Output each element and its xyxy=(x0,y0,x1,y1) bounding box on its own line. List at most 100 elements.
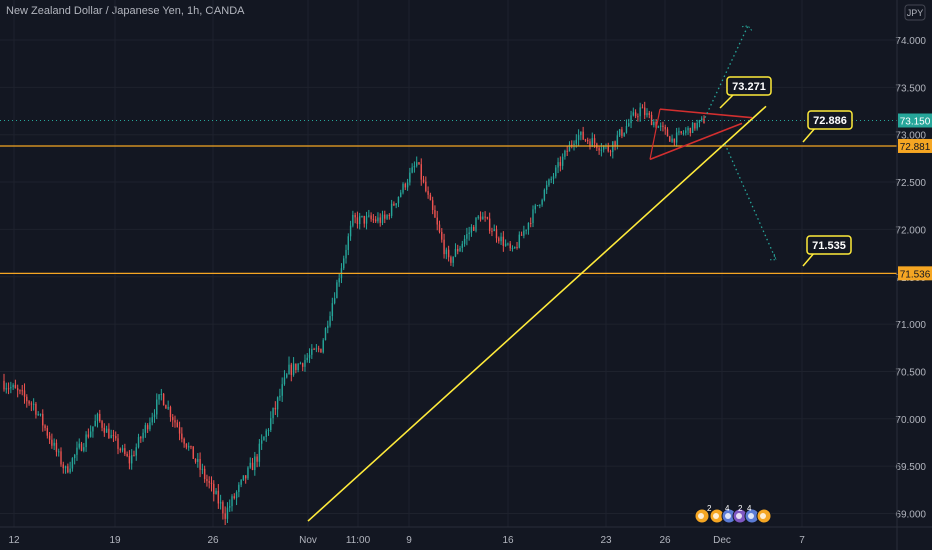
candle-body xyxy=(685,130,687,133)
level-lines[interactable] xyxy=(0,119,897,274)
candle-body xyxy=(169,407,172,418)
candle-body xyxy=(338,278,340,283)
candle-body xyxy=(272,407,274,419)
candle-body xyxy=(358,216,361,225)
price-callouts[interactable]: 73.271 72.886 71.535 xyxy=(719,76,853,267)
candle-body xyxy=(669,136,671,142)
candle-body xyxy=(552,176,555,179)
candle-body xyxy=(352,214,354,226)
upper-level-callout-box[interactable] xyxy=(807,110,853,130)
candle-body xyxy=(545,185,548,190)
candle-body xyxy=(39,413,42,415)
candle-body xyxy=(687,127,689,131)
wedge-upper-line[interactable] xyxy=(659,108,753,119)
candle-body xyxy=(265,430,267,437)
candle-body xyxy=(83,447,85,451)
candle-body xyxy=(276,397,279,410)
candle-body xyxy=(99,413,101,422)
currency-badge[interactable]: JPY xyxy=(907,8,924,18)
candle-body xyxy=(235,491,238,499)
bearish-projection[interactable] xyxy=(724,143,777,260)
candle-body xyxy=(525,229,527,231)
candle-body xyxy=(459,247,461,252)
candle-body xyxy=(587,139,589,142)
event-icon-glyph xyxy=(725,513,731,519)
y-tick-label: 72.500 xyxy=(895,178,926,189)
candle-body xyxy=(694,122,696,129)
candle-body xyxy=(304,360,306,367)
candle-body xyxy=(591,138,593,147)
lower-level-callout[interactable]: 71.535 xyxy=(812,240,846,252)
candle-body xyxy=(279,395,281,398)
candle-body xyxy=(504,243,507,246)
candle-body xyxy=(628,123,630,127)
candle-body xyxy=(447,249,450,258)
candle-body xyxy=(655,121,657,128)
candle-body xyxy=(523,230,525,236)
candle-body xyxy=(650,114,653,126)
x-tick-label: 7 xyxy=(799,535,805,546)
bullish-projection[interactable] xyxy=(704,25,749,118)
candle-body xyxy=(12,385,14,388)
event-icon-glyph xyxy=(713,513,719,519)
candle-body xyxy=(634,112,637,117)
candle-body xyxy=(219,502,222,504)
candle-body xyxy=(181,433,183,439)
candle-body xyxy=(183,438,185,444)
candle-body xyxy=(217,490,220,504)
candle-body xyxy=(593,138,596,144)
candle-body xyxy=(386,215,388,219)
candle-body xyxy=(178,427,181,434)
candlesticks xyxy=(3,101,705,526)
candle-body xyxy=(23,390,26,397)
candle-body xyxy=(244,475,247,479)
candle-body xyxy=(379,217,381,223)
candle-body xyxy=(659,125,662,127)
candle-body xyxy=(78,443,80,448)
wedge-top-target-box[interactable] xyxy=(726,76,772,96)
candle-body xyxy=(575,139,578,144)
candle-body xyxy=(226,507,229,519)
candle-body xyxy=(415,162,418,166)
lower-level-callout-box[interactable] xyxy=(806,235,852,255)
candle-body xyxy=(187,446,190,448)
candle-body xyxy=(240,479,242,485)
candle-body xyxy=(85,434,87,448)
candle-body xyxy=(555,167,557,177)
current-price-tag-bg xyxy=(898,113,932,128)
wedge-top-target[interactable]: 73.271 xyxy=(732,81,766,93)
y-tick-label: 73.500 xyxy=(895,83,926,94)
candle-body xyxy=(26,396,28,402)
candle-body xyxy=(249,462,251,468)
candle-body xyxy=(149,422,151,430)
candle-body xyxy=(324,328,327,341)
y-tick-label: 70.500 xyxy=(895,367,926,378)
candle-body xyxy=(10,387,12,389)
candle-body xyxy=(270,418,272,431)
candle-body xyxy=(315,348,318,350)
upper-level-callout[interactable]: 72.886 xyxy=(813,115,847,127)
candle-body xyxy=(372,219,375,221)
candle-body xyxy=(80,443,83,451)
candle-body xyxy=(370,215,372,220)
wedge-lower-line[interactable] xyxy=(649,122,743,161)
candle-body xyxy=(55,442,58,452)
candle-body xyxy=(301,363,304,367)
candle-body xyxy=(126,454,128,456)
candle-body xyxy=(322,340,324,353)
candle-body xyxy=(429,194,432,201)
wedge-left-edge[interactable] xyxy=(649,109,661,160)
candle-body xyxy=(607,145,609,152)
candle-body xyxy=(224,513,226,519)
candle-body xyxy=(185,443,188,448)
candle-body xyxy=(174,420,176,423)
candle-body xyxy=(589,141,591,147)
candle-body xyxy=(37,413,39,415)
candle-body xyxy=(413,165,416,168)
trend-drawings[interactable] xyxy=(307,25,777,522)
candle-body xyxy=(393,203,395,206)
candle-body xyxy=(577,135,580,140)
ascending-trendline[interactable] xyxy=(307,105,767,522)
